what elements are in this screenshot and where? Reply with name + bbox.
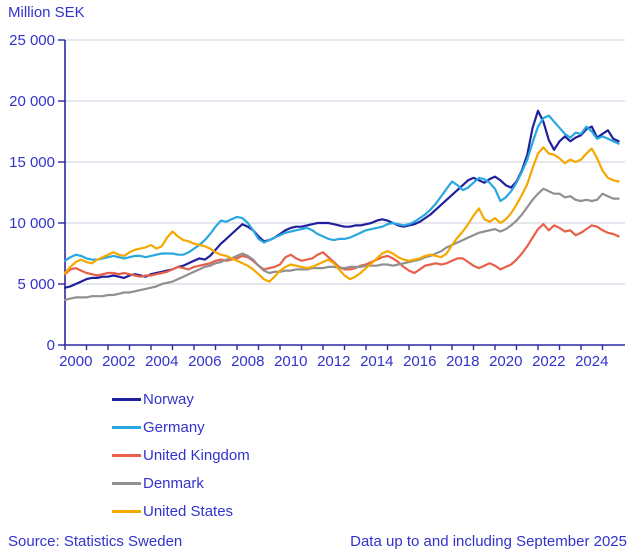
legend-item-denmark: Denmark [112,474,250,493]
x-tick-label-2014: 2014 [360,353,393,370]
legend-item-united-states: United States [112,502,250,521]
x-tick-label-2010: 2010 [274,353,307,370]
series-line-norway [63,109,620,289]
legend-label-united-kingdom: United Kingdom [143,447,250,464]
legend-item-united-kingdom: United Kingdom [112,446,250,465]
x-tick-label-2006: 2006 [188,353,221,370]
x-tick-label-2002: 2002 [102,353,135,370]
series-line-denmark [63,187,620,301]
x-tick-label-2018: 2018 [446,353,479,370]
y-tick-label-5000: 5 000 [17,276,55,293]
series-line-germany [63,114,620,262]
chart-legend: Norway Germany United Kingdom Denmark Un… [112,390,250,521]
legend-label-germany: Germany [143,419,205,436]
y-tick-label-10000: 10 000 [9,215,55,232]
y-tick-label-0: 0 [47,337,55,354]
chart-footer: Source: Statistics Sweden Data up to and… [0,533,635,550]
y-tick-label-20000: 20 000 [9,93,55,110]
denmark-line-swatch [112,482,141,485]
line-chart: 0 5 000 10 000 15 000 20 000 25 000 2000 2002 20… [9,32,625,370]
x-tick-label-2012: 2012 [317,353,350,370]
legend-label-denmark: Denmark [143,475,204,492]
germany-line-swatch [112,426,141,429]
data-coverage-text: Data up to and including September 2025 [350,533,627,550]
x-tick-label-2024: 2024 [575,353,608,370]
x-tick-label-2000: 2000 [59,353,92,370]
united-states-line-swatch [112,510,141,513]
chart-title: Million SEK [8,4,85,21]
x-tick-label-2022: 2022 [532,353,565,370]
x-tick-label-2004: 2004 [145,353,178,370]
x-tick-label-2020: 2020 [489,353,522,370]
legend-item-germany: Germany [112,418,250,437]
x-tick-label-2008: 2008 [231,353,264,370]
legend-label-norway: Norway [143,391,194,408]
y-tick-label-25000: 25 000 [9,32,55,49]
source-text: Source: Statistics Sweden [8,533,183,550]
legend-label-united-states: United States [143,503,234,520]
series-line-united-states [63,146,620,283]
y-tick-label-15000: 15 000 [9,154,55,171]
x-tick-label-2016: 2016 [403,353,436,370]
norway-line-swatch [112,398,141,401]
united-kingdom-line-swatch [112,454,141,457]
legend-item-norway: Norway [112,390,250,409]
